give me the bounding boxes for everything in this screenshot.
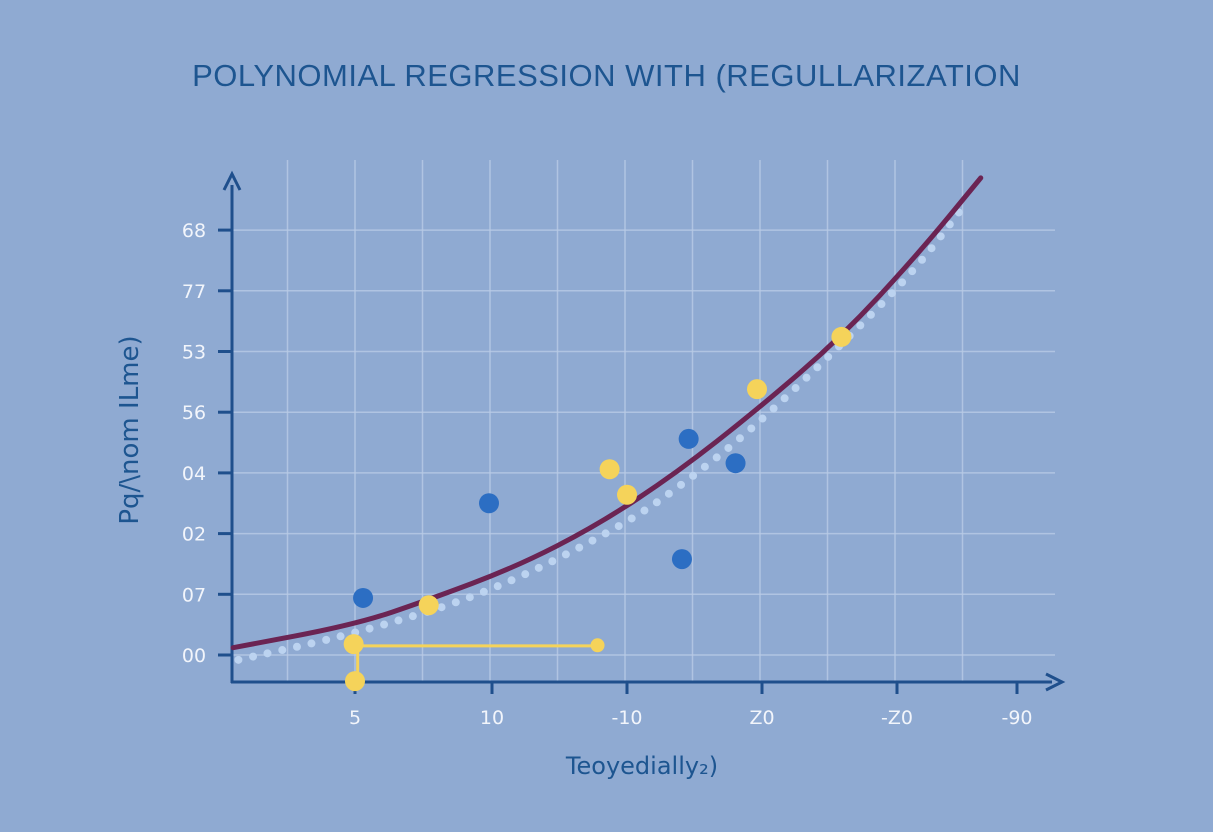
blue-data-point xyxy=(725,453,746,474)
yellow-data-point xyxy=(418,595,439,616)
blue-data-point xyxy=(678,428,699,449)
yellow-data-point xyxy=(345,671,365,692)
x-axis-label: Teoyedially₂) xyxy=(565,752,719,780)
y-tick-label: 68 xyxy=(182,220,206,242)
yellow-data-point xyxy=(599,459,620,480)
x-tick-label: Z0 xyxy=(749,707,774,729)
y-axis-arrow-icon xyxy=(222,170,242,191)
chart-title: POLYNOMIAL REGRESSION WITH (REGULLARIZAT… xyxy=(192,58,1021,93)
x-tick-label: 10 xyxy=(480,707,504,729)
y-tick-label: 07 xyxy=(182,584,206,606)
dotted-regression-curve xyxy=(234,206,965,664)
x-tick-label: -10 xyxy=(611,707,642,729)
x-axis-arrow-icon xyxy=(1045,672,1066,692)
yellow-data-point xyxy=(617,484,638,505)
yellow-data-point xyxy=(747,379,767,400)
x-tick-label: 5 xyxy=(349,707,361,729)
yellow-bracket-line xyxy=(356,644,598,682)
blue-data-point xyxy=(479,493,499,514)
y-tick-label: 56 xyxy=(182,402,206,424)
y-tick-label: 00 xyxy=(182,645,206,667)
y-tick-label: 53 xyxy=(182,342,206,364)
yellow-data-point xyxy=(831,326,852,347)
fitted-regression-curve xyxy=(230,175,984,651)
yellow-data-point xyxy=(343,634,364,655)
y-tick-label: 77 xyxy=(182,281,206,303)
yellow-data-point xyxy=(590,638,605,653)
x-tick-label: -Z0 xyxy=(881,707,913,729)
y-tick-label: 04 xyxy=(182,463,206,485)
blue-data-point xyxy=(353,587,374,608)
blue-data-point xyxy=(671,549,692,570)
y-tick-label: 02 xyxy=(182,524,206,546)
x-tick-label: -90 xyxy=(1001,707,1032,729)
